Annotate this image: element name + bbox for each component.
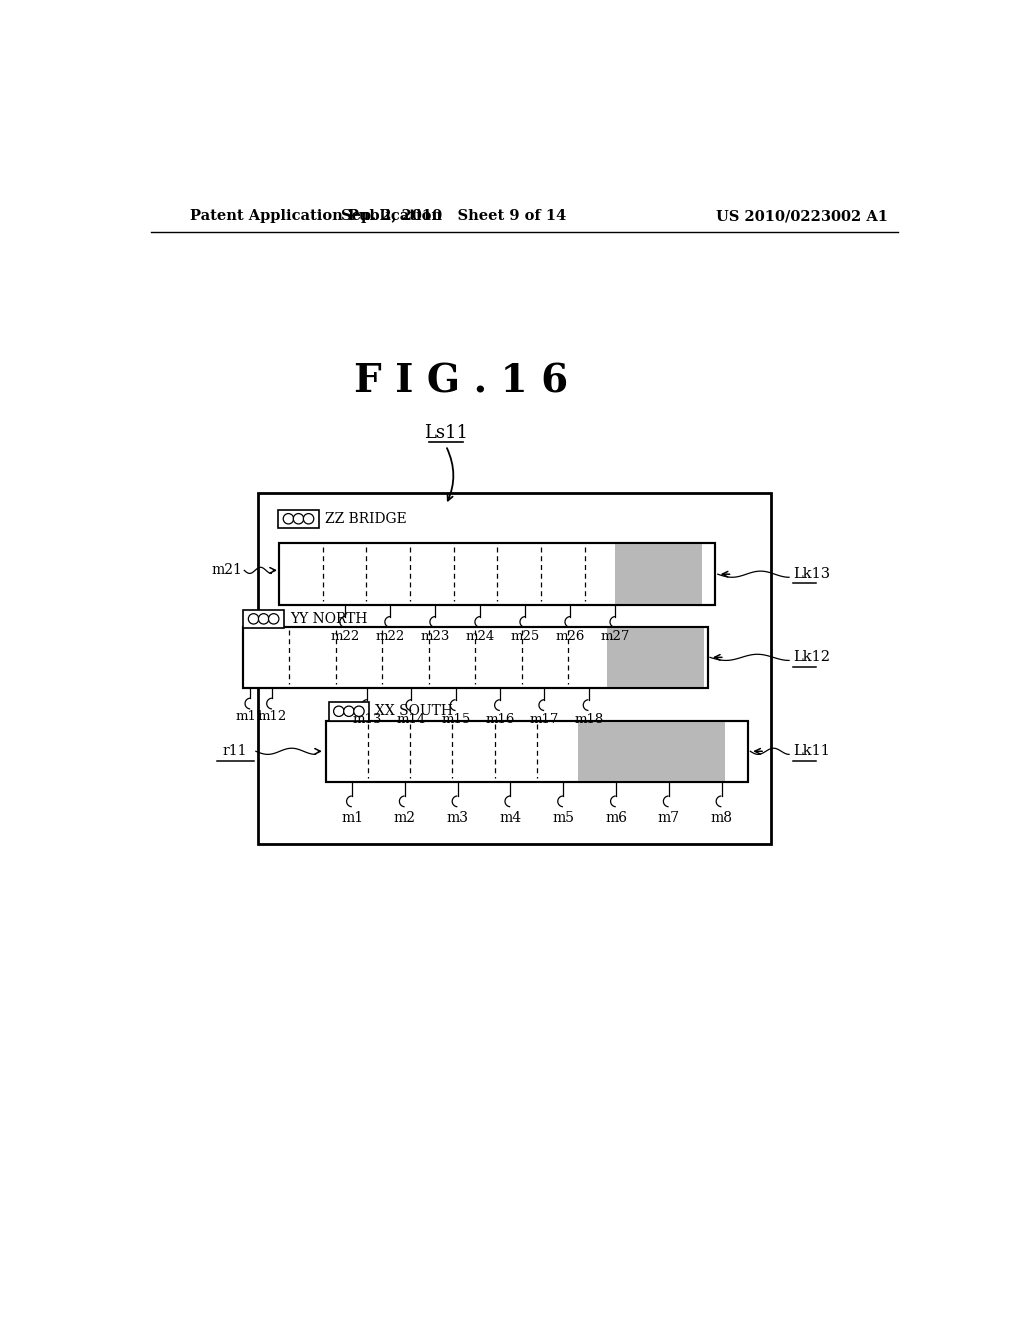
Text: m8: m8 xyxy=(711,812,732,825)
Text: m27: m27 xyxy=(601,630,630,643)
Text: Patent Application Publication: Patent Application Publication xyxy=(190,209,442,223)
Circle shape xyxy=(268,614,279,624)
Text: m13: m13 xyxy=(352,713,382,726)
Bar xyxy=(326,721,748,781)
Bar xyxy=(280,544,716,605)
Text: m6: m6 xyxy=(605,812,627,825)
Text: Ls11: Ls11 xyxy=(424,424,468,442)
Text: m1: m1 xyxy=(341,812,364,825)
Bar xyxy=(244,610,284,628)
Text: m22: m22 xyxy=(331,630,359,643)
Text: m24: m24 xyxy=(466,630,495,643)
Text: US 2010/0223002 A1: US 2010/0223002 A1 xyxy=(716,209,888,223)
Circle shape xyxy=(258,614,269,624)
Circle shape xyxy=(334,706,344,717)
Text: m25: m25 xyxy=(511,630,540,643)
Bar xyxy=(258,494,771,843)
Text: Lk12: Lk12 xyxy=(793,651,829,664)
Text: Lk11: Lk11 xyxy=(793,744,829,758)
Text: m22: m22 xyxy=(376,630,404,643)
Text: m16: m16 xyxy=(485,713,515,726)
Bar xyxy=(614,544,702,605)
Bar xyxy=(578,721,725,781)
Bar xyxy=(243,627,708,688)
Text: m26: m26 xyxy=(556,630,585,643)
Text: m11: m11 xyxy=(236,710,265,723)
Text: ZZ BRIDGE: ZZ BRIDGE xyxy=(325,512,407,525)
Circle shape xyxy=(303,513,313,524)
Text: m18: m18 xyxy=(574,713,603,726)
Text: r11: r11 xyxy=(222,744,247,758)
Bar xyxy=(279,510,318,528)
Text: Sep. 2, 2010   Sheet 9 of 14: Sep. 2, 2010 Sheet 9 of 14 xyxy=(341,209,566,223)
Circle shape xyxy=(293,513,304,524)
Circle shape xyxy=(284,513,294,524)
Text: m17: m17 xyxy=(529,713,559,726)
Text: m23: m23 xyxy=(421,630,450,643)
Text: m12: m12 xyxy=(257,710,287,723)
Circle shape xyxy=(249,614,259,624)
Bar xyxy=(326,721,748,781)
Text: m7: m7 xyxy=(657,812,680,825)
Text: F I G . 1 6: F I G . 1 6 xyxy=(354,363,568,401)
Text: m4: m4 xyxy=(500,812,521,825)
Text: m2: m2 xyxy=(394,812,416,825)
Circle shape xyxy=(344,706,354,717)
Text: m5: m5 xyxy=(552,812,574,825)
Bar xyxy=(607,627,703,688)
Text: m15: m15 xyxy=(441,713,470,726)
Bar xyxy=(243,627,708,688)
Text: YY NORTH: YY NORTH xyxy=(290,612,368,626)
Text: XX SOUTH: XX SOUTH xyxy=(375,705,453,718)
Text: m14: m14 xyxy=(397,713,426,726)
Bar xyxy=(329,702,369,721)
Text: m3: m3 xyxy=(446,812,469,825)
Text: m21: m21 xyxy=(212,564,243,577)
Circle shape xyxy=(353,706,365,717)
Text: Lk13: Lk13 xyxy=(793,568,830,581)
Bar xyxy=(280,544,716,605)
